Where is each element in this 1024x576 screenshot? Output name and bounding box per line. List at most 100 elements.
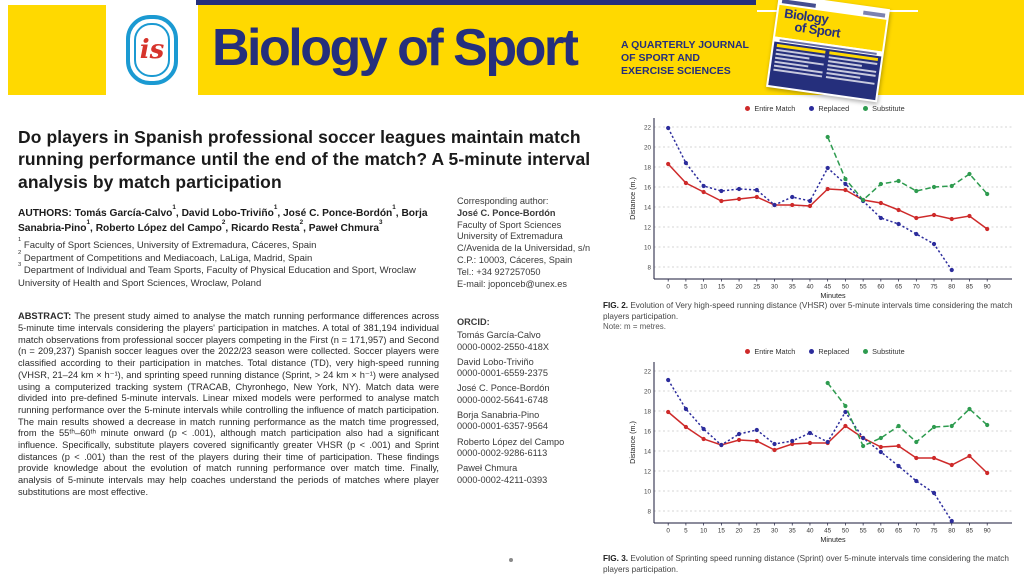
author-name: Tomás García-Calvo1 [74,203,176,220]
svg-text:18: 18 [644,164,652,171]
svg-text:22: 22 [644,368,652,375]
legend-item: Substitute [863,104,905,113]
svg-text:80: 80 [948,284,956,291]
svg-text:55: 55 [860,284,868,291]
svg-text:Distance (m.): Distance (m.) [628,421,637,464]
corresponding-label: Corresponding author: [457,196,549,206]
svg-text:30: 30 [771,528,779,535]
author-name: Roberto López del Campo2 [95,218,226,235]
svg-text:12: 12 [644,468,652,475]
legend-label: Substitute [872,104,905,113]
orcid-name: José C. Ponce-Bordón [457,383,550,394]
svg-text:30: 30 [771,284,779,291]
svg-text:20: 20 [644,144,652,151]
svg-text:12: 12 [644,224,652,231]
abstract: ABSTRACT: The present study aimed to ana… [18,311,439,498]
svg-text:10: 10 [644,244,652,251]
svg-text:85: 85 [966,284,974,291]
orcid-entry: Paweł Chmura 0000-0002-4211-0393 [457,463,625,486]
svg-text:10: 10 [644,488,652,495]
journal-logo: is [106,5,198,95]
legend-dot-icon [863,349,869,354]
svg-text:16: 16 [644,428,652,435]
abstract-text: The present study aimed to analyse the m… [18,311,439,497]
orcid-id: 0000-0001-6559-2375 [457,368,548,379]
fig2-caption: FIG. 2. Evolution of Very high-speed run… [603,301,1024,333]
svg-text:20: 20 [736,284,744,291]
legend-item: Replaced [809,347,849,356]
svg-text:75: 75 [931,284,939,291]
abstract-label: ABSTRACT: [18,311,72,322]
legend-dot-icon [863,106,869,111]
legend-label: Replaced [818,347,850,356]
svg-text:20: 20 [736,528,744,535]
corresponding-line: University of Extremadura [457,231,563,242]
svg-text:35: 35 [789,284,797,291]
svg-text:45: 45 [824,284,832,291]
svg-text:5: 5 [684,284,688,291]
fig2-note: Note: m = metres. [603,322,666,331]
affiliations-list: 1 Faculty of Sport Sciences, University … [18,237,440,290]
logo-is-glyph: is [139,35,165,65]
svg-text:22: 22 [644,124,652,131]
svg-text:55: 55 [860,528,868,535]
orcid-id: 0000-0001-6357-9564 [457,421,548,432]
affiliation-item: 3 Department of Individual and Team Spor… [18,262,416,289]
legend-item: Replaced [809,104,849,113]
corresponding-line: C.P.: 10003, Cáceres, Spain [457,254,573,265]
fig2-caption-label: FIG. 2. [603,301,629,310]
svg-text:20: 20 [644,388,652,395]
author-name: Ricardo Resta2 [231,218,304,235]
orcid-name: Paweł Chmura [457,463,518,474]
orcid-entry: José C. Ponce-Bordón 0000-0002-5641-6748 [457,383,625,406]
svg-text:45: 45 [824,528,832,535]
tagline-line-3: EXERCISE SCIENCES [621,65,731,77]
tagline-line-2: OF SPORT AND [621,52,700,64]
fig3-caption-label: FIG. 3. [603,554,629,563]
legend-label: Replaced [818,104,850,113]
legend-label: Substitute [872,347,905,356]
svg-text:50: 50 [842,528,850,535]
page-marker-dot [509,558,513,562]
affiliation-item: 2 Department of Competitions and Mediaco… [18,249,313,264]
legend-item: Substitute [863,347,905,356]
orcid-entry: David Lobo-Triviño 0000-0001-6559-2375 [457,357,625,380]
banner-top-navy-bar [196,0,756,5]
legend-label: Entire Match [754,104,796,113]
authors-label: AUTHORS: [18,208,72,220]
author-name: David Lobo-Triviño1 [181,203,278,220]
svg-text:15: 15 [718,284,726,291]
author-name: Paweł Chmura3 [308,218,383,235]
orcid-entries: Tomás García-Calvo 0000-0002-2550-418X Dav… [457,330,625,486]
corresponding-line: E-mail: joponceb@unex.es [457,278,567,289]
legend-item: Entire Match [745,104,795,113]
svg-text:50: 50 [842,284,850,291]
svg-text:25: 25 [753,284,761,291]
authors-names: Tomás García-Calvo1, David Lobo-Triviño1… [18,203,428,235]
legend-label: Entire Match [754,347,796,356]
corresponding-name: José C. Ponce-Bordón [457,207,556,218]
article-title: Do players in Spanish professional socce… [18,126,591,192]
orcid-label: ORCID: [457,317,490,327]
banner-top-white-strip [8,0,196,5]
logo-inner-ring: is [134,23,170,77]
svg-text:0: 0 [666,284,670,291]
legend-dot-icon [809,349,815,354]
svg-text:65: 65 [895,284,903,291]
svg-text:40: 40 [806,284,814,291]
logo-track-ring-icon: is [126,15,178,85]
orcid-name: David Lobo-Triviño [457,356,534,367]
svg-text:75: 75 [931,528,939,535]
orcid-name: Borja Sanabria-Pino [457,410,540,421]
svg-text:0: 0 [666,528,670,535]
svg-text:14: 14 [644,448,652,455]
affiliation-item: 1 Faculty of Sport Sciences, University … [18,237,317,251]
orcid-id: 0000-0002-4211-0393 [457,474,548,485]
author-name: Borja Sanabria-Pino1 [18,208,428,235]
svg-text:10: 10 [700,284,708,291]
svg-text:Minutes: Minutes [820,291,846,300]
svg-text:35: 35 [789,528,797,535]
svg-text:80: 80 [948,528,956,535]
svg-text:18: 18 [644,408,652,415]
svg-text:16: 16 [644,184,652,191]
